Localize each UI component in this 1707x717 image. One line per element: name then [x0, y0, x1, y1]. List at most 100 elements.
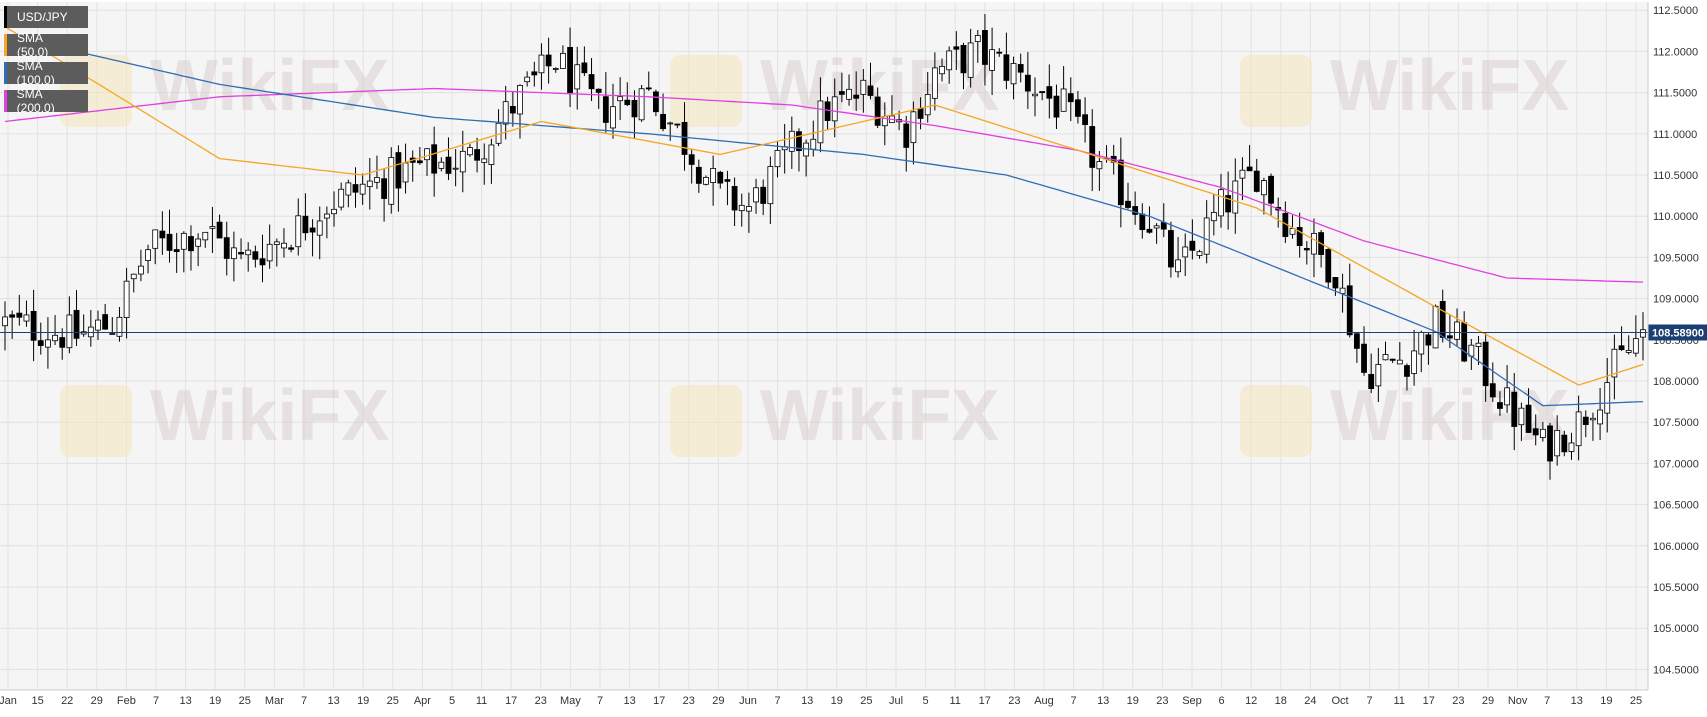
- watermark-logo: [1240, 55, 1312, 127]
- candle-body: [1561, 434, 1568, 453]
- legend-item-usdjpy[interactable]: USD/JPY: [4, 6, 88, 28]
- candle-body: [37, 340, 44, 346]
- candle-body: [524, 76, 531, 83]
- candle-body: [1368, 373, 1375, 390]
- x-tick-label: 7: [1544, 695, 1550, 707]
- x-tick-label: 29: [91, 695, 103, 707]
- x-tick-label: 19: [209, 695, 221, 707]
- candle-body: [774, 150, 781, 168]
- candle-body: [846, 88, 852, 100]
- candle-body: [1568, 442, 1575, 452]
- watermark-logo: [60, 385, 132, 457]
- legend-label: USD/JPY: [17, 10, 68, 24]
- candle-body: [416, 160, 423, 164]
- candle-body: [1146, 228, 1153, 233]
- candle-body: [395, 152, 402, 189]
- x-tick-label: 13: [1097, 695, 1109, 707]
- candle-body: [1489, 383, 1496, 398]
- candle-body: [352, 184, 359, 193]
- candle-body: [366, 180, 373, 187]
- candle-body: [1461, 322, 1468, 362]
- x-tick-label: 11: [476, 695, 487, 707]
- candle-body: [1411, 350, 1418, 374]
- candle-body: [445, 156, 452, 174]
- x-tick-label: 7: [1071, 695, 1077, 707]
- x-tick-label: 19: [1127, 695, 1139, 707]
- candle-body: [123, 280, 130, 318]
- candle-body: [431, 144, 438, 174]
- legend: USD/JPY SMA (50,0) SMA (100,0) SMA (200,…: [4, 6, 88, 118]
- y-tick-label: 111.0000: [1653, 129, 1697, 141]
- candle-body: [1525, 404, 1532, 433]
- sma100-line: [4, 34, 1644, 407]
- legend-swatch: [4, 34, 7, 56]
- candle-body: [1246, 166, 1253, 172]
- y-tick-label: 107.5000: [1653, 417, 1699, 429]
- candle-body: [1425, 334, 1432, 346]
- candle-body: [59, 337, 66, 348]
- candle-body: [1361, 343, 1367, 373]
- watermark-logo: [1240, 385, 1312, 457]
- candle-body: [1332, 277, 1339, 289]
- legend-item-sma50[interactable]: SMA (50,0): [4, 31, 88, 59]
- watermark-logo: [670, 385, 742, 457]
- candle-body: [1554, 429, 1561, 457]
- candle-body: [1132, 206, 1139, 215]
- y-tick-label: 112.5000: [1653, 5, 1698, 17]
- candle-body: [831, 96, 838, 122]
- candle-body: [474, 149, 480, 161]
- candle-body: [1518, 407, 1525, 426]
- candle-body: [624, 99, 631, 106]
- legend-item-sma100[interactable]: SMA (100,0): [4, 59, 88, 87]
- legend-item-sma200[interactable]: SMA (200,0): [4, 87, 88, 115]
- candle-body: [1168, 230, 1174, 268]
- candle-body: [266, 243, 273, 262]
- y-tick-label: 109.5000: [1653, 252, 1699, 264]
- candle-body: [574, 64, 581, 90]
- x-tick-label: 23: [1008, 695, 1020, 707]
- x-tick-label: 17: [653, 695, 665, 707]
- candle-body: [467, 147, 473, 156]
- watermark-logo: [670, 55, 742, 127]
- candle-body: [374, 177, 380, 183]
- candle-body: [202, 231, 209, 241]
- x-tick-label: 7: [301, 695, 307, 707]
- candle-body: [16, 312, 23, 318]
- candle-body: [459, 150, 466, 173]
- candle-body: [538, 54, 545, 74]
- x-tick-label: 17: [979, 695, 991, 707]
- x-tick-label: 25: [239, 695, 251, 707]
- candle-body: [1117, 159, 1124, 206]
- candle-body: [1067, 93, 1074, 103]
- legend-swatch: [4, 62, 7, 84]
- x-tick-label: 12: [1245, 695, 1257, 707]
- candle-body: [87, 326, 94, 338]
- candle-body: [967, 42, 974, 78]
- x-tick-label: 11: [1393, 695, 1404, 707]
- candle-body: [323, 213, 330, 219]
- candle-body: [166, 233, 173, 251]
- x-tick-label: 7: [775, 695, 781, 707]
- candle-body: [788, 130, 795, 152]
- candle-body: [338, 188, 345, 208]
- x-tick-label: 13: [801, 695, 813, 707]
- candle-body: [552, 68, 559, 70]
- x-tick-label: Sep: [1182, 695, 1202, 707]
- y-tick-label: 107.0000: [1653, 458, 1699, 470]
- watermark-text: WikiFX: [1330, 376, 1569, 456]
- candle-body: [1404, 365, 1410, 377]
- legend-swatch: [4, 90, 7, 112]
- candle-body: [52, 334, 58, 342]
- candle-body: [1325, 249, 1332, 283]
- candle-body: [109, 333, 116, 335]
- y-tick-label: 110.5000: [1653, 170, 1698, 182]
- candle-body: [45, 339, 51, 348]
- candle-body: [1382, 354, 1389, 361]
- candle-body: [216, 221, 223, 239]
- candle-body: [660, 113, 666, 130]
- candle-body: [1182, 246, 1189, 258]
- candle-body: [188, 236, 194, 252]
- candle-body: [381, 178, 388, 199]
- candle-body: [130, 273, 137, 280]
- legend-swatch: [4, 6, 7, 28]
